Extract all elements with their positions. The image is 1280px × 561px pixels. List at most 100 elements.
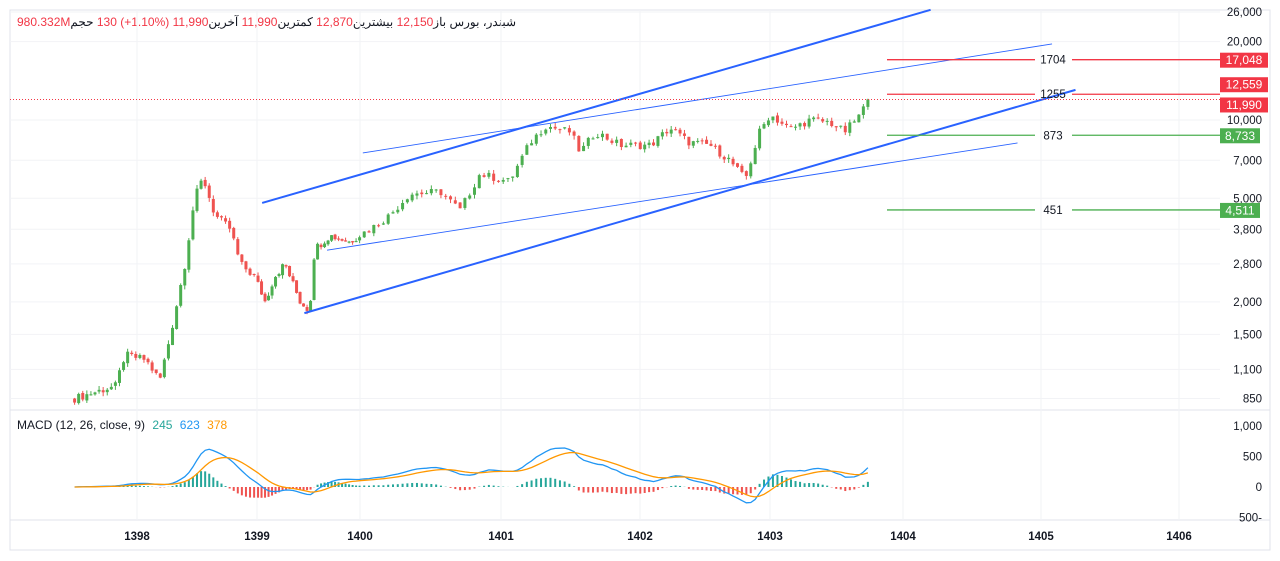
candle-body [596,137,600,139]
candle-body [848,122,852,133]
level-label: 1255 [1040,89,1066,101]
candle-body [762,124,766,129]
candle-body [236,239,240,255]
candle-body [122,362,126,370]
candle-body [558,129,562,131]
symbol-name: شبندر، بورس [449,15,517,29]
candle-body [744,171,748,176]
candle-body [330,235,334,241]
symbol-header: شبندر، بورس باز12,150 بیشترین12,870 کمتر… [17,15,516,29]
candle-body [138,354,142,358]
trend-line-inner-lower [326,142,1018,251]
candle-body [244,261,248,270]
candle-body [691,141,695,146]
time-tick-label: 1404 [890,531,916,543]
price-tick-label: 850 [1243,394,1262,406]
macd-signal-value: 378 [207,418,228,432]
candle-body [605,133,609,140]
candle-body [600,133,604,138]
candle-body [749,163,753,177]
candle-body [85,394,89,401]
time-tick-label: 1406 [1166,531,1192,543]
level-price-tag-bg [1220,202,1260,218]
macd-signal-line [74,451,869,498]
candle-body [553,126,557,129]
candle-body [109,386,113,390]
macd-title: MACD (12, 26, close, 9) [17,418,146,432]
candle-body [256,275,260,282]
level-label: 451 [1043,205,1062,217]
candle-body [439,189,443,196]
candle-body [284,265,288,267]
candle-body [93,392,97,395]
candle-body [150,362,154,371]
low-label: کمترین [277,15,313,29]
candle-body [429,189,433,194]
high-label: بیشترین [352,15,394,29]
candle-body [179,285,183,306]
candle-body [807,118,811,127]
candle-body [586,137,590,146]
candle-body [295,280,299,293]
time-tick-label: 1401 [488,531,514,543]
candle-body [97,389,101,392]
time-tick-label: 1403 [757,531,783,543]
candles [73,98,870,405]
candle-body [652,142,656,146]
candle-body [166,344,170,359]
candle-body [130,352,134,354]
candle-body [812,117,816,120]
candle-body [615,139,619,143]
price-tick-label: 26,000 [1227,7,1262,19]
candle-body [142,355,146,360]
open-value: 12,150 [396,15,434,29]
candle-body [340,239,344,241]
candle-body [248,268,252,275]
level-price-tag: 17,048 [1226,53,1263,67]
candle-body [274,276,278,287]
macd-line-value: 623 [179,418,200,432]
high-value: 12,870 [316,15,353,29]
candle-body [326,240,330,245]
candle-body [682,133,686,136]
macd-legend: MACD (12, 26, close, 9) 245 623 378 [17,418,227,432]
candle-body [798,123,802,127]
low-value: 11,990 [241,15,278,29]
time-tick-label: 1399 [244,531,270,543]
candle-body [337,238,341,240]
level-price-tag-bg [1220,77,1268,93]
candle-body [780,121,784,124]
trend-line-inner-upper [362,43,1053,154]
candle-body [298,291,302,304]
candle-body [101,390,105,393]
price-tick-label: 1,100 [1233,364,1262,376]
candle-body [718,145,722,157]
candle-body [260,281,264,295]
candle-body [154,369,158,373]
candle-body [775,115,779,123]
candle-body [758,128,762,149]
candle-body [852,121,856,123]
candle-body [830,120,834,127]
candle-body [81,392,85,400]
candle-body [358,237,362,241]
candle-body [187,240,191,270]
candle-body [183,269,187,286]
price-tick-label: 3,800 [1233,224,1262,236]
candle-body [175,306,179,329]
candle-body [240,254,244,262]
level-label: 873 [1043,130,1062,142]
time-tick-label: 1398 [124,531,150,543]
candle-body [391,212,395,214]
candle-body [158,373,162,378]
candle-body [539,134,543,136]
candle-body [634,142,638,144]
candle-body [619,138,623,148]
candle-body [563,127,567,129]
candle-body [444,195,448,197]
candle-body [305,307,309,311]
candle-body [191,210,195,240]
candle-body [344,240,348,242]
time-tick-label: 1400 [347,531,373,543]
